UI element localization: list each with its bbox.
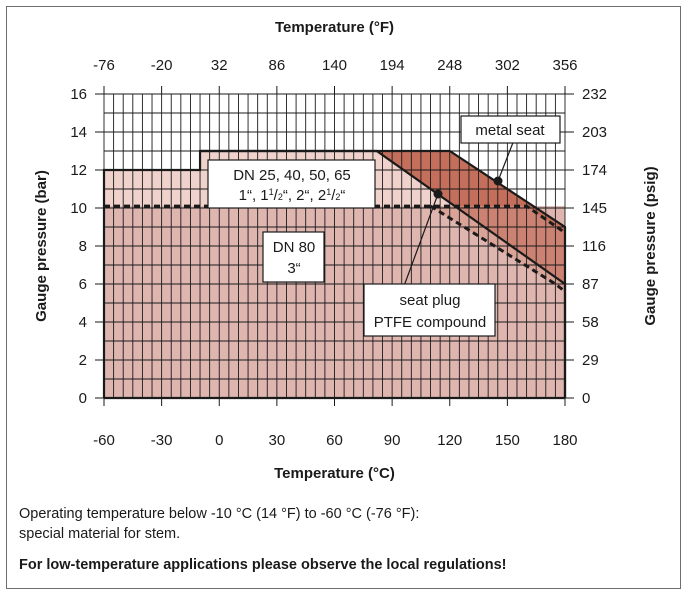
x2-tick-label: 302	[495, 57, 520, 74]
y2-tick-label: 0	[582, 390, 590, 407]
y2-tick-label: 87	[582, 276, 599, 293]
label-dn-80-line2: 3“	[287, 260, 300, 277]
y-tick-label: 16	[70, 86, 87, 103]
y-tick-label: 0	[79, 390, 87, 407]
label-box-seat-plug	[363, 283, 496, 337]
x-tick-label: -60	[93, 432, 115, 449]
y-axis-title: Gauge pressure (bar)	[33, 170, 50, 322]
label-dn-25-65-line2: 1“, 11/2“, 2“, 21/2“	[239, 187, 346, 204]
marker-metal-seat	[493, 176, 503, 186]
y-tick-label: 2	[79, 352, 87, 369]
x-tick-label: 90	[384, 432, 401, 449]
y2-tick-label: 116	[582, 238, 606, 255]
x2-tick-label: 32	[211, 57, 228, 74]
label-box-dn-25-65	[207, 159, 376, 209]
y-tick-label: 8	[79, 238, 87, 255]
y2-tick-label: 232	[582, 86, 607, 103]
y-tick-label: 6	[79, 276, 87, 293]
leader-seat-plug	[403, 193, 439, 287]
label-dn-25-65-line1: DN 25, 40, 50, 65	[233, 167, 351, 184]
x-tick-label: 150	[495, 432, 520, 449]
x2-tick-label: 356	[552, 57, 577, 74]
stem-material-note: special material for stem.	[19, 526, 181, 542]
y2-tick-label: 174	[582, 162, 607, 179]
y-tick-label: 14	[70, 124, 87, 141]
x-tick-label: 180	[552, 432, 577, 449]
leader-metal-seat	[497, 139, 515, 182]
y2-tick-label: 58	[582, 314, 599, 331]
x-axis-title: Temperature (°C)	[274, 465, 395, 482]
pressure-temperature-chart: -60 -30 0 30 60 90 120 150 180-76 -20 32 86 140 194 24…	[33, 19, 659, 482]
x2-tick-label: 86	[269, 57, 286, 74]
x2-tick-label: 248	[437, 57, 462, 74]
y2-axis-title: Gauge pressure (psig)	[642, 166, 659, 325]
x2-tick-label: 194	[380, 57, 405, 74]
marker-seat-plug	[433, 189, 443, 199]
label-box-metal-seat	[460, 115, 561, 144]
figure-frame	[6, 6, 681, 589]
x-tick-label: -30	[151, 432, 173, 449]
x-tick-label: 0	[215, 432, 223, 449]
x2-tick-label: -20	[151, 57, 173, 74]
y2-tick-label: 203	[582, 124, 607, 141]
regulations-warning: For low-temperature applications please …	[19, 557, 507, 573]
label-metal-seat: metal seat	[475, 122, 545, 139]
label-box-dn-80	[262, 231, 325, 283]
x2-axis-title: Temperature (°F)	[275, 19, 394, 36]
x-tick-label: 120	[437, 432, 462, 449]
y2-tick-label: 29	[582, 352, 599, 369]
x2-tick-label: 140	[322, 57, 347, 74]
x2-tick-label: -76	[93, 57, 115, 74]
operating-temperature-note: Operating temperature below -10 °C (14 °…	[19, 506, 420, 522]
y2-tick-label: 145	[582, 200, 607, 217]
y-tick-label: 12	[70, 162, 87, 179]
x-tick-label: 30	[269, 432, 286, 449]
label-dn-80-line1: DN 80	[273, 239, 316, 256]
label-seat-plug-line1: seat plug	[400, 292, 461, 309]
line-seat-plug	[429, 204, 566, 293]
line-metal-seat	[200, 149, 567, 398]
y-tick-label: 10	[70, 200, 87, 217]
area-metal-seat-lower	[430, 206, 565, 292]
label-seat-plug-line2: PTFE compound	[374, 314, 487, 331]
x-tick-label: 60	[326, 432, 343, 449]
y-tick-label: 4	[79, 314, 87, 331]
